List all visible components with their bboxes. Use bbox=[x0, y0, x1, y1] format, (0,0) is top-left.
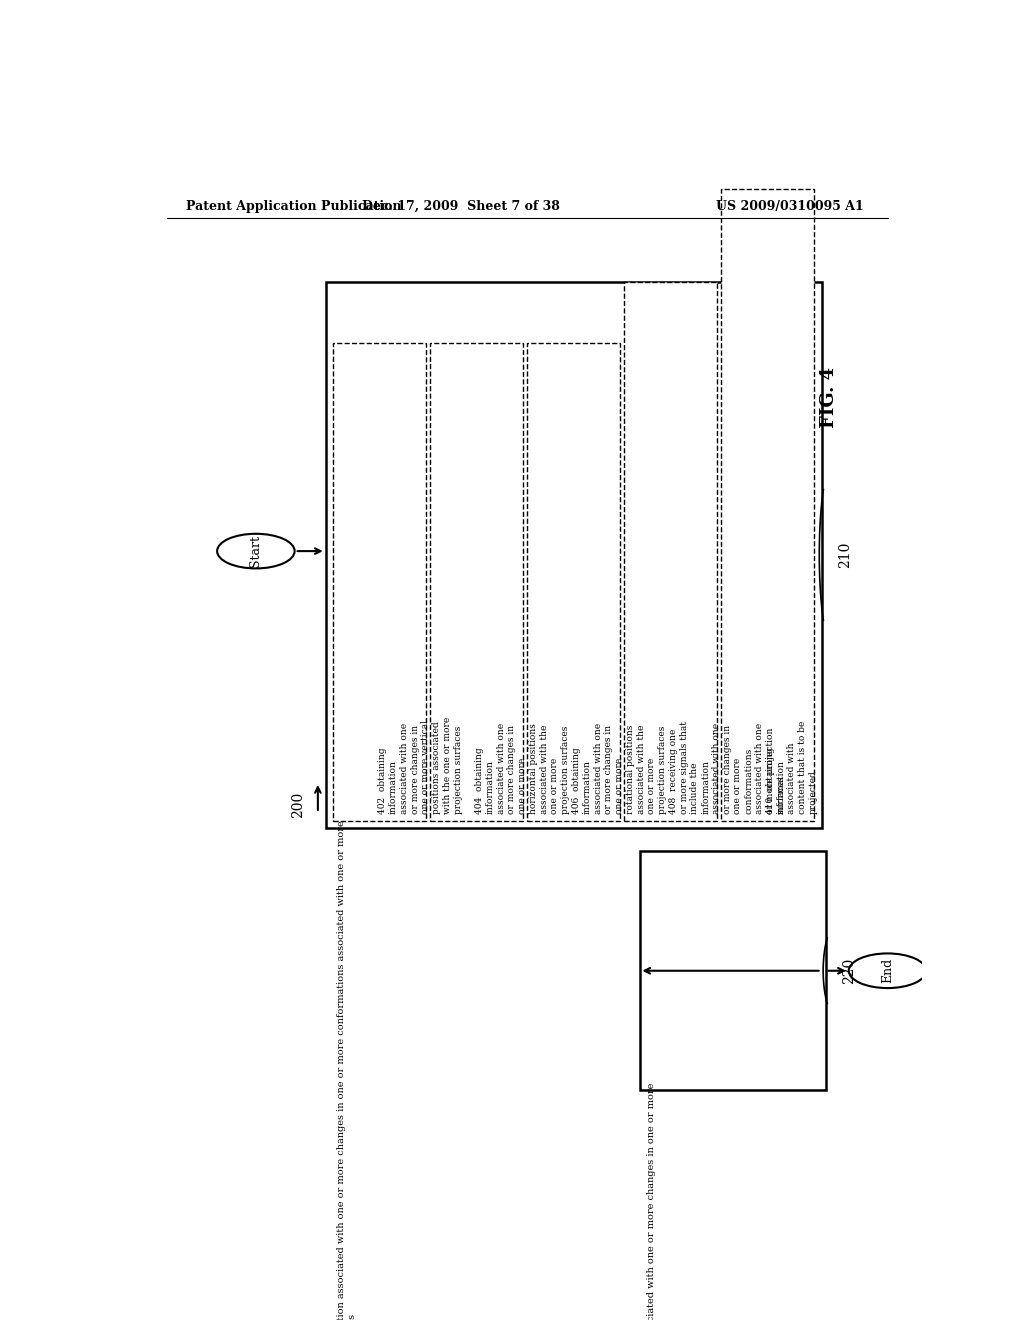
Text: Start: Start bbox=[250, 535, 262, 568]
Text: obtaining information associated with one or more changes in one or more conform: obtaining information associated with on… bbox=[337, 821, 357, 1320]
Bar bbox=[527, 343, 621, 821]
Text: Dec. 17, 2009  Sheet 7 of 38: Dec. 17, 2009 Sheet 7 of 38 bbox=[362, 199, 560, 213]
Bar bbox=[640, 851, 825, 1090]
Text: 404  obtaining
information
associated with one
or more changes in
one or more
ho: 404 obtaining information associated wit… bbox=[475, 723, 570, 814]
Text: 408  receiving one
or more signals that
include the
information
associated with : 408 receiving one or more signals that i… bbox=[669, 722, 785, 814]
Text: 220: 220 bbox=[842, 957, 856, 983]
Ellipse shape bbox=[217, 533, 295, 569]
Bar bbox=[334, 343, 426, 821]
Text: 210: 210 bbox=[838, 541, 852, 568]
Ellipse shape bbox=[849, 953, 927, 989]
Text: 402  obtaining
information
associated with one
or more changes in
one or more ve: 402 obtaining information associated wit… bbox=[378, 717, 463, 814]
Bar bbox=[624, 281, 717, 821]
Text: 410  obtaining
information
associated with
content that is to be
projected: 410 obtaining information associated wit… bbox=[766, 721, 818, 814]
Text: US 2009/0310095 A1: US 2009/0310095 A1 bbox=[717, 199, 864, 213]
Bar bbox=[430, 343, 523, 821]
Bar bbox=[326, 281, 821, 829]
Text: 200: 200 bbox=[292, 792, 305, 818]
Text: End: End bbox=[881, 958, 894, 983]
Text: Patent Application Publication: Patent Application Publication bbox=[186, 199, 401, 213]
Text: FIG. 4: FIG. 4 bbox=[820, 367, 839, 428]
Text: 406  obtaining
information
associated with one
or more changes in
one or more
ro: 406 obtaining information associated wit… bbox=[572, 723, 667, 814]
Text: transmitting one or more signals that include the information associated with on: transmitting one or more signals that in… bbox=[647, 1082, 668, 1320]
Bar bbox=[721, 189, 814, 821]
